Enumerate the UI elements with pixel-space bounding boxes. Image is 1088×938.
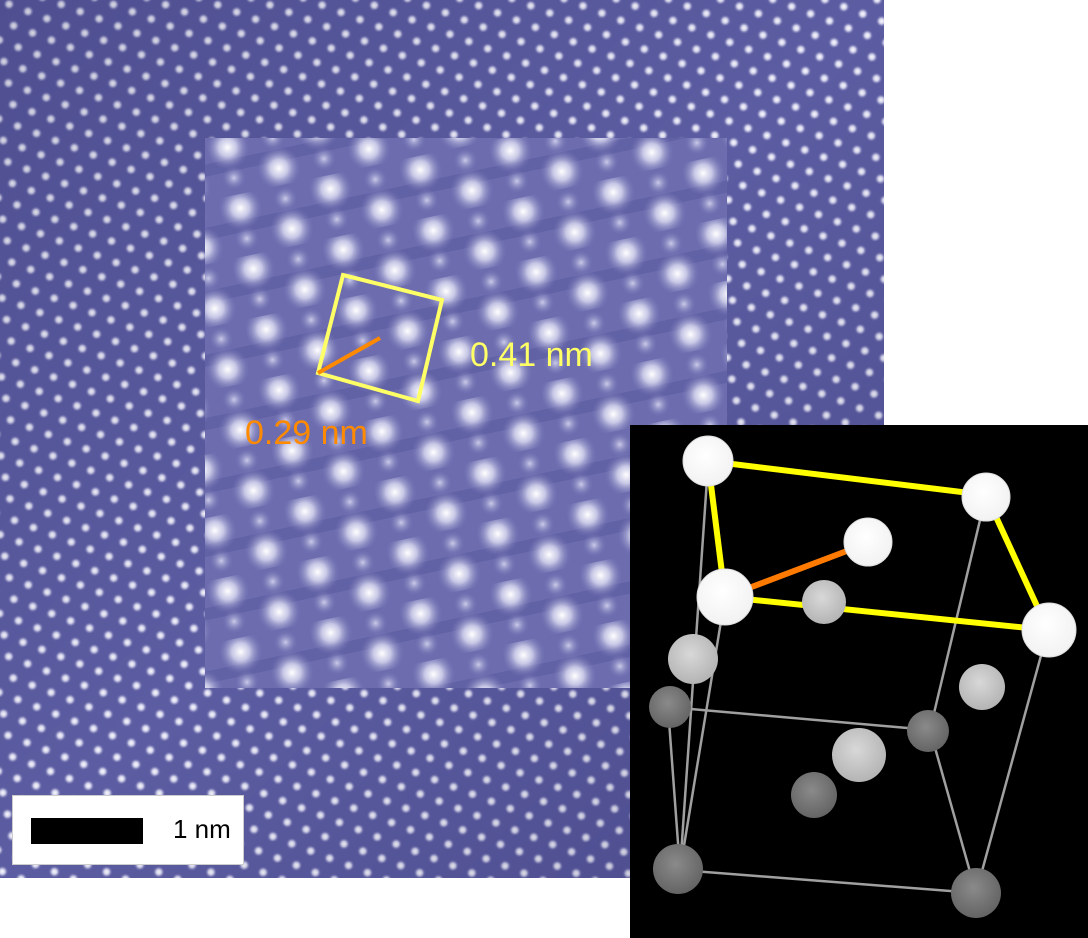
atom-light — [959, 664, 1005, 710]
crystal-structure-model — [630, 425, 1088, 938]
atom-dark — [649, 686, 691, 728]
frame-edges — [666, 464, 1050, 895]
scale-bar: 1 nm — [12, 795, 244, 865]
atom-dark — [791, 772, 837, 818]
nearest-neighbor-label: 0.29 nm — [245, 414, 368, 452]
atom-light — [802, 580, 846, 624]
atom-light — [668, 634, 718, 684]
scale-bar-line — [31, 818, 143, 844]
atom-dark — [653, 844, 703, 894]
atom-white — [696, 568, 754, 626]
atom-dark — [951, 868, 1001, 918]
atom-dark — [907, 710, 949, 752]
lattice-constant-label: 0.41 nm — [470, 336, 593, 374]
atom-light — [832, 728, 886, 782]
atom-white — [961, 472, 1011, 522]
atom-white — [682, 435, 734, 487]
atom-white — [1021, 602, 1077, 658]
atom-white — [843, 517, 893, 567]
scale-bar-label: 1 nm — [173, 814, 231, 844]
